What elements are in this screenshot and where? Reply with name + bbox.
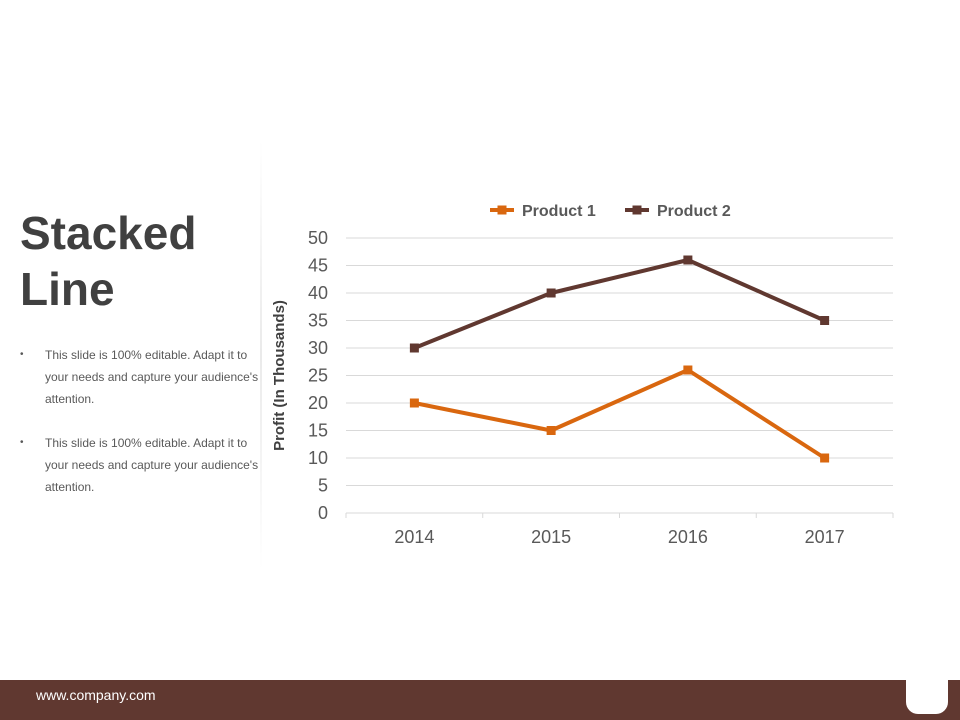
data-point: [546, 288, 556, 298]
legend-label: Product 2: [657, 203, 731, 220]
legend-marker: [632, 205, 642, 215]
y-tick-label: 15: [308, 421, 328, 441]
data-point: [683, 255, 693, 265]
legend-label: Product 1: [522, 203, 596, 220]
y-tick-label: 35: [308, 311, 328, 331]
data-point: [683, 365, 693, 375]
footer-url: www.company.com: [36, 687, 156, 703]
data-point: [546, 426, 556, 435]
bullet-icon: •: [20, 437, 24, 448]
y-tick-label: 0: [318, 503, 328, 523]
bullet-item: • This slide is 100% editable. Adapt it …: [20, 344, 265, 410]
x-tick-label: 2014: [394, 527, 434, 547]
footer-tab-shape: [906, 672, 948, 714]
y-tick-label: 20: [308, 393, 328, 413]
bullet-item: • This slide is 100% editable. Adapt it …: [20, 432, 265, 498]
x-tick-label: 2017: [805, 527, 845, 547]
series-line: [412, 258, 827, 350]
y-tick-label: 40: [308, 283, 328, 303]
line-chart: 0 5 10 15 20 25 30 35 40 45 50 2014 2015 2016 2017 Prof…: [271, 203, 894, 547]
slide-title: Stacked Line: [20, 207, 197, 315]
y-tick-label: 5: [318, 476, 328, 496]
y-tick-label: 45: [308, 256, 328, 276]
y-tick-label: 10: [308, 448, 328, 468]
legend-marker: [497, 205, 507, 215]
footer-bar: [0, 680, 960, 720]
y-tick-label: 30: [308, 338, 328, 358]
bullet-icon: •: [20, 349, 24, 360]
data-point: [820, 453, 830, 463]
data-point: [409, 398, 419, 408]
bullet-text: This slide is 100% editable. Adapt it to…: [45, 436, 259, 494]
x-tick-label: 2015: [531, 527, 571, 547]
y-axis-label: Profit (In Thousands): [271, 300, 288, 451]
series-line: [412, 368, 827, 460]
data-point: [409, 343, 419, 353]
y-tick-label: 25: [308, 366, 328, 386]
bullet-list: • This slide is 100% editable. Adapt it …: [20, 344, 265, 520]
vertical-divider: [260, 140, 262, 570]
x-tick-label: 2016: [668, 527, 708, 547]
data-point: [820, 316, 830, 325]
y-tick-label: 50: [308, 228, 328, 248]
bullet-text: This slide is 100% editable. Adapt it to…: [45, 348, 259, 406]
